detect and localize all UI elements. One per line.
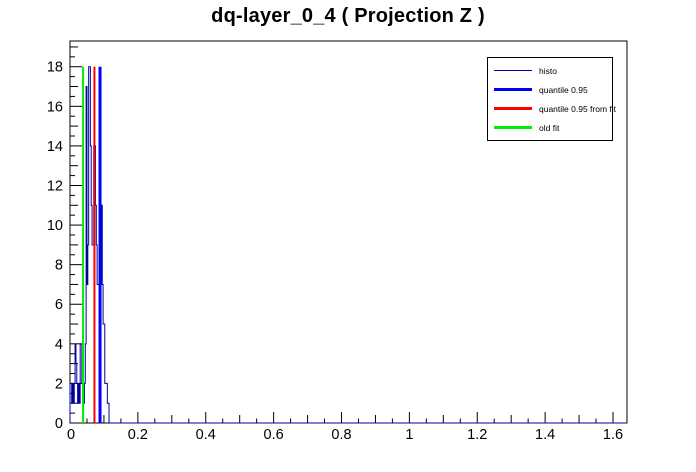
legend-box: histo quantile 0.95 quantile 0.95 from fit… [487,57,616,141]
legend-item-label: old fit [539,122,560,133]
legend-item-label: histo [539,65,557,76]
legend-line-sample [494,70,532,71]
y-tick-label: 12 [47,178,63,194]
x-tick-label: 0.8 [331,427,351,443]
y-tick-label: 18 [47,60,63,76]
y-tick-label: 6 [55,297,63,313]
x-tick-label: 1.4 [535,427,555,443]
legend-line-sample [494,88,532,91]
y-tick-label: 2 [55,376,63,392]
y-tick-label: 10 [47,218,63,234]
legend-item: quantile 0.95 from fit [488,100,616,118]
x-tick-label: 1.6 [603,427,623,443]
x-tick-label: 0.6 [264,427,284,443]
x-tick-label: 0.4 [196,427,216,443]
x-tick-label: 0.2 [128,427,148,443]
y-tick-label: 8 [55,258,63,274]
plot-title: dq-layer_0_4 ( Projection Z ) [211,5,485,27]
legend-item: old fit [488,119,612,137]
y-tick-label: 0 [55,416,63,432]
legend-line-sample [494,126,532,129]
legend-item: histo [488,62,612,80]
y-tick-label: 14 [47,139,63,155]
legend-line-sample [494,107,532,110]
y-tick-label: 16 [47,99,63,115]
legend-item-label: quantile 0.95 [539,84,588,95]
legend-item-label: quantile 0.95 from fit [539,103,617,114]
x-tick-label: 1 [405,427,413,443]
histogram-outline [69,66,626,424]
x-tick-label: 0 [67,427,75,443]
legend-item: quantile 0.95 [488,81,612,99]
y-tick-label: 4 [55,337,63,353]
x-tick-label: 1.2 [467,427,487,443]
